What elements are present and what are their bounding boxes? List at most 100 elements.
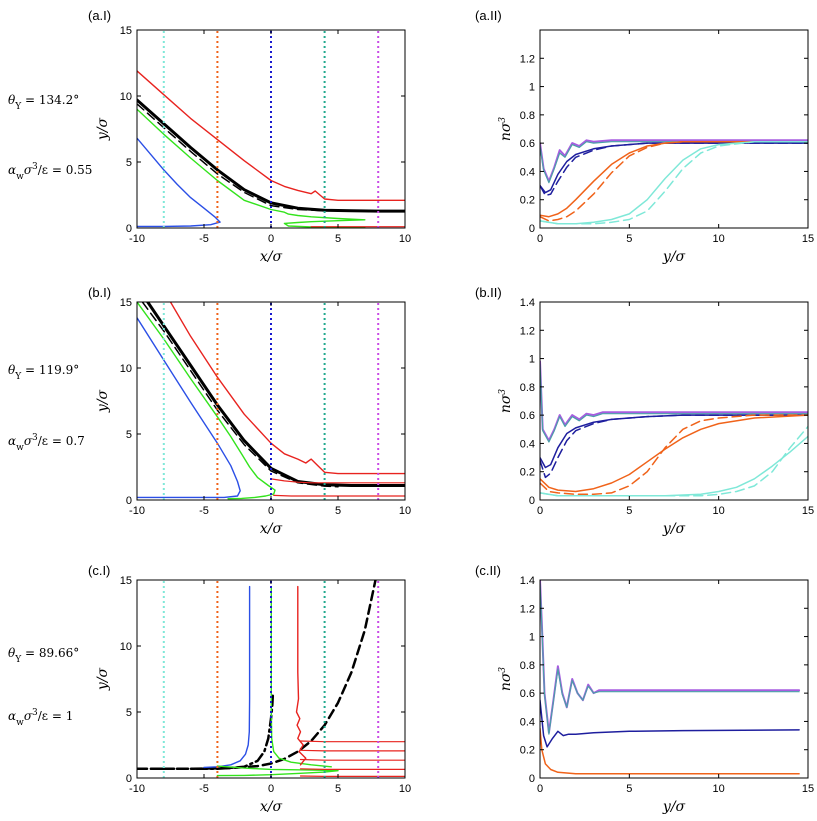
series-magenta (540, 360, 808, 442)
series-orange-dashed (540, 414, 808, 496)
series-orange (540, 727, 800, 775)
y-axis-label: y/σ (95, 389, 111, 413)
series-group (137, 302, 405, 500)
panel-b-ii: (b.II) 0 5 10 15 0 0.2 0.4 0.6 0.8 1 1.2 1.4 y/σ nσ3 (475, 285, 814, 537)
series-navy (540, 699, 800, 748)
y-tick-label: 0.6 (520, 688, 535, 700)
panel-label: (c.II) (475, 563, 501, 578)
y-tick-label: 1 (529, 82, 535, 94)
series-red-layer-1 (299, 740, 405, 743)
y-tick-label: 1.4 (520, 575, 535, 587)
series-red-contour (169, 302, 405, 475)
series-green-contour (137, 302, 276, 500)
panel-a-ii: (a.II) 0 5 10 15 0 0.2 0.4 0.6 0.8 1 1.2 y/σ nσ3 (475, 8, 814, 265)
series-group (137, 30, 405, 228)
y-axis-label: nσ3 (498, 389, 514, 414)
panel-c-i: (c.I) θY = 89.66° αwσ3/ε = 1 -10 -5 0 5 10 0 5 10 1… (8, 563, 411, 815)
x-tick-label: 15 (802, 233, 814, 245)
series-group (137, 580, 405, 778)
y-tick-label: 1.4 (520, 297, 535, 309)
y-tick-label: 0.2 (520, 745, 535, 757)
y-tick-label: 10 (120, 91, 132, 103)
series-black-dashed (137, 580, 377, 771)
series-cyan-solid (540, 435, 808, 497)
series-red-lower-2 (273, 494, 405, 497)
series-navy-solid (540, 142, 808, 194)
x-tick-label: 0 (268, 505, 274, 517)
y-axis-label: nσ3 (498, 667, 514, 692)
panel-label: (c.I) (88, 563, 110, 578)
x-tick-label: 5 (626, 505, 632, 517)
y-tick-label: 0 (529, 223, 535, 235)
series-group (540, 580, 801, 775)
x-tick-label: -10 (129, 783, 145, 795)
x-tick-label: 0 (537, 505, 543, 517)
y-tick-label: 0.8 (520, 660, 535, 672)
y-tick-label: 10 (120, 641, 132, 653)
series-blue-contour (137, 137, 221, 228)
series-black-dashed (141, 302, 339, 488)
x-tick-label: 10 (399, 233, 411, 245)
y-tick-label: 0.2 (520, 467, 535, 479)
panel-label: (b.II) (475, 285, 502, 300)
y-tick-label: 15 (120, 297, 132, 309)
axes-frame (539, 29, 809, 229)
series-cyan-solid (540, 140, 808, 225)
y-tick-label: 0.2 (520, 195, 535, 207)
series-orange-dashed (540, 140, 808, 222)
y-tick-label: 1 (529, 354, 535, 366)
x-tick-label: 15 (802, 783, 814, 795)
y-axis-label: y/σ (95, 667, 111, 691)
y-tick-label: 0.4 (520, 438, 535, 450)
y-tick-label: 0.6 (520, 138, 535, 150)
series-red-contour (295, 585, 307, 766)
series-navy-dashed (540, 414, 808, 479)
x-tick-label: 0 (268, 783, 274, 795)
y-tick-label: 1.2 (520, 603, 535, 615)
y-tick-label: 0 (126, 495, 132, 507)
series-orange-solid (540, 414, 808, 493)
y-tick-label: 0 (126, 223, 132, 235)
series-black-dashed (137, 103, 326, 212)
y-tick-label: 1.2 (520, 53, 535, 65)
series-red-layer-4 (299, 768, 405, 771)
x-tick-label: 5 (626, 783, 632, 795)
y-tick-label: 0.8 (520, 110, 535, 122)
x-tick-label: 0 (268, 233, 274, 245)
y-tick-label: 0.4 (520, 166, 535, 178)
series-black-thick (146, 302, 405, 487)
series-cyan-dashed (540, 425, 808, 497)
parameter-label: θY = 89.66° (8, 646, 79, 665)
x-tick-label: 5 (335, 783, 341, 795)
y-tick-label: 0 (529, 773, 535, 785)
y-tick-label: 15 (120, 25, 132, 37)
x-tick-label: -5 (199, 505, 209, 517)
series-red-layer-3 (299, 758, 405, 761)
panel-label: (b.I) (88, 285, 111, 300)
parameter-label: θY = 134.2° (8, 93, 79, 112)
x-tick-label: 15 (802, 505, 814, 517)
x-axis-label: y/σ (662, 521, 686, 537)
x-tick-label: 10 (713, 233, 725, 245)
y-axis-label: y/σ (95, 117, 111, 141)
series-teal (540, 141, 808, 184)
x-tick-label: 10 (713, 505, 725, 517)
panel-b-i: (b.I) θY = 119.9° αwσ3/ε = 0.7 -10 -5 0 5 10 0 5 1… (8, 285, 411, 537)
series-blue-contour (203, 585, 251, 769)
parameter-label: αwσ3/ε = 0.55 (8, 162, 92, 182)
parameter-label: αwσ3/ε = 0.7 (8, 433, 85, 453)
x-tick-label: -10 (129, 505, 145, 517)
series-magenta (540, 580, 801, 734)
x-tick-label: -5 (199, 783, 209, 795)
y-tick-label: 0.4 (520, 716, 535, 728)
series-red-lower-1 (270, 478, 405, 484)
y-tick-label: 5 (126, 707, 132, 719)
x-axis-label: y/σ (662, 799, 686, 815)
x-tick-label: 10 (399, 505, 411, 517)
y-tick-label: 1 (529, 632, 535, 644)
series-green-outer (270, 585, 332, 768)
x-axis-label: x/σ (260, 249, 283, 265)
series-cyan-dashed (540, 140, 808, 225)
x-tick-label: 0 (537, 233, 543, 245)
